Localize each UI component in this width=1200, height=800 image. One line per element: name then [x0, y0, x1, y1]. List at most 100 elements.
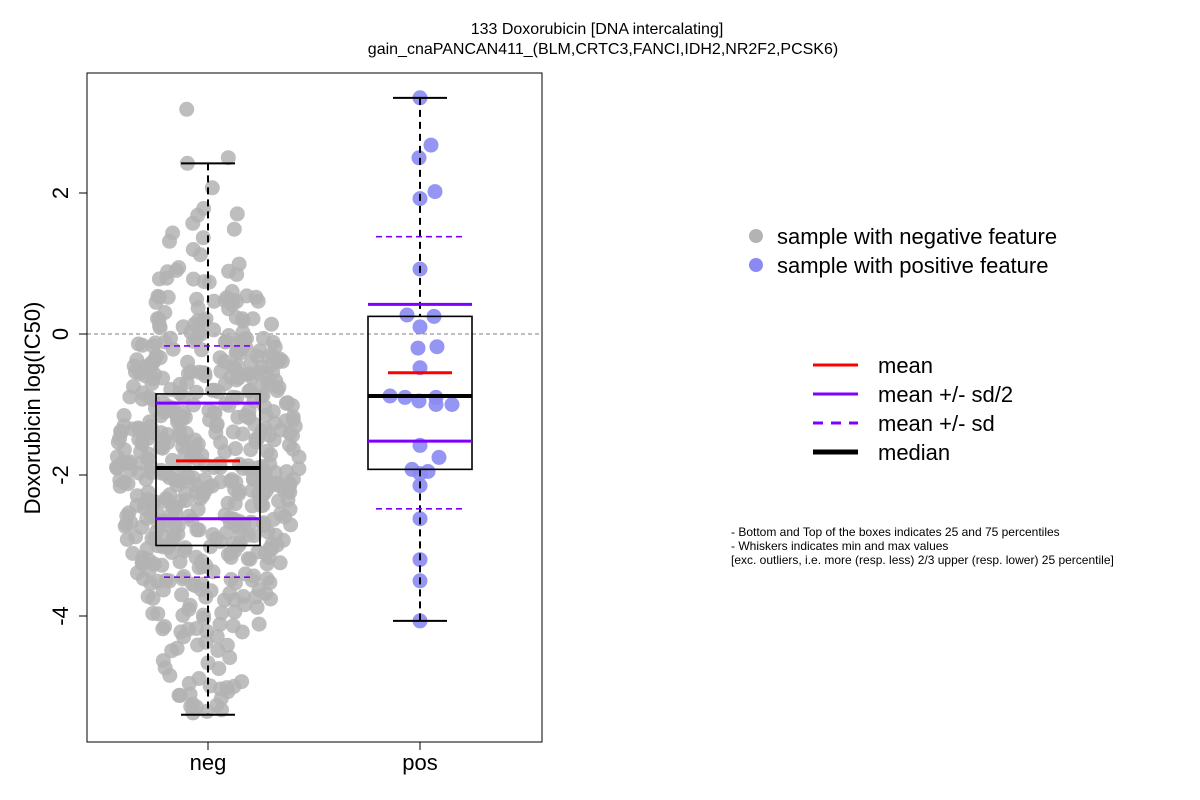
neg-sample-point: [235, 426, 251, 442]
pos-sample-point: [427, 184, 443, 200]
plot-frame: [86, 72, 543, 743]
neg-sample-point: [232, 345, 248, 361]
pos-sample-point: [411, 150, 427, 166]
neg-sample-point: [259, 443, 275, 459]
neg-sample-point: [241, 409, 257, 425]
neg-sample-point: [162, 233, 177, 249]
neg-sample-point: [234, 624, 250, 640]
boxplot-neg: [155, 162, 261, 716]
neg-sample-point: [221, 263, 237, 279]
neg-sample-point: [135, 391, 150, 407]
neg-sample-point: [157, 305, 173, 320]
pos-sample-point: [423, 137, 439, 153]
pos-sample-point: [399, 307, 415, 323]
neg-sample-point: [150, 606, 166, 622]
y-tick-label: -4: [48, 606, 73, 626]
neg-sample-point: [175, 405, 191, 420]
neg-sample-point: [226, 221, 242, 237]
neg-sample-point: [130, 336, 146, 352]
y-tick-label: 2: [48, 187, 73, 199]
neg-sample-point: [176, 543, 192, 559]
neg-sample-point: [233, 333, 249, 349]
pos-sample-point: [428, 397, 444, 412]
neg-sample-point: [248, 434, 264, 450]
neg-sample-point: [212, 616, 228, 632]
neg-sample-point: [206, 405, 222, 420]
neg-sample-point: [148, 294, 164, 310]
neg-sample-point: [198, 589, 214, 605]
neg-sample-point: [165, 531, 181, 547]
neg-sample-point: [129, 488, 145, 504]
neg-sample-point: [119, 532, 135, 547]
neg-sample-point: [189, 699, 204, 715]
neg-sample-point: [229, 206, 245, 222]
neg-sample-point: [149, 348, 165, 364]
iqr-box: [367, 315, 473, 471]
neg-sample-point: [138, 471, 154, 487]
neg-sample-point: [264, 316, 279, 332]
neg-sample-point: [152, 320, 168, 336]
neg-sample-point: [222, 585, 238, 601]
neg-sample-point: [263, 591, 278, 607]
neg-sample-point: [256, 330, 271, 346]
neg-sample-point: [189, 291, 205, 307]
neg-sample-point: [250, 544, 266, 560]
legend-line-label: mean +/- sd/2: [878, 382, 1013, 407]
pos-sample-point: [444, 397, 460, 412]
neg-sample-point: [192, 247, 208, 263]
neg-sample-point: [291, 449, 307, 465]
neg-sample-point: [146, 494, 162, 510]
neg-sample-point: [200, 655, 216, 671]
legend-point-marker: [749, 258, 763, 272]
legend-point-label: sample with positive feature: [777, 253, 1048, 278]
neg-sample-point: [134, 519, 150, 535]
neg-sample-point: [222, 650, 238, 666]
legend-point-label: sample with negative feature: [777, 224, 1057, 249]
neg-sample-point: [237, 597, 253, 613]
neg-sample-point: [210, 643, 226, 658]
neg-sample-point: [196, 274, 212, 290]
neg-sample-point: [171, 687, 187, 703]
neg-sample-point: [187, 578, 203, 594]
footnote-line: - Bottom and Top of the boxes indicates …: [731, 525, 1060, 539]
neg-sample-point: [181, 601, 197, 617]
neg-sample-point: [271, 379, 287, 395]
y-tick-label: 0: [48, 328, 73, 340]
neg-sample-point: [162, 667, 178, 683]
neg-sample-point: [174, 587, 190, 603]
neg-sample-point: [223, 549, 239, 565]
neg-sample-point: [245, 311, 261, 327]
neg-sample-point: [228, 310, 244, 325]
y-axis-label: Doxorubicin log(IC50): [20, 302, 45, 515]
neg-sample-point: [217, 353, 233, 369]
neg-sample-point: [227, 481, 243, 497]
neg-sample-point: [227, 496, 243, 512]
pos-sample-point: [429, 339, 445, 355]
neg-sample-point: [122, 389, 138, 405]
footnote-line: - Whiskers indicates min and max values: [731, 539, 948, 553]
neg-sample-point: [252, 343, 268, 359]
neg-sample-point: [275, 532, 291, 548]
neg-sample-point: [144, 531, 160, 547]
neg-sample-point: [262, 456, 278, 472]
y-tick-label: -2: [48, 465, 73, 485]
legend: sample with negative feature sample with …: [749, 224, 1057, 465]
neg-sample-point: [265, 365, 281, 381]
neg-sample-point: [181, 675, 197, 691]
neg-sample-point: [180, 354, 196, 370]
boxplot-pos: [367, 96, 473, 622]
legend-line-label: median: [878, 440, 950, 465]
neg-sample-point: [122, 454, 138, 470]
neg-sample-point: [190, 637, 206, 653]
neg-sample-point: [163, 330, 178, 346]
neg-sample-point: [208, 425, 224, 441]
footnotes: - Bottom and Top of the boxes indicates …: [731, 525, 1114, 567]
neg-sample-point: [168, 263, 184, 278]
neg-sample-point: [188, 477, 204, 493]
neg-sample-point: [146, 556, 162, 572]
neg-sample-point: [119, 508, 135, 524]
neg-sample-point: [134, 555, 150, 571]
neg-sample-point: [206, 322, 222, 338]
plot-area: [87, 90, 542, 721]
